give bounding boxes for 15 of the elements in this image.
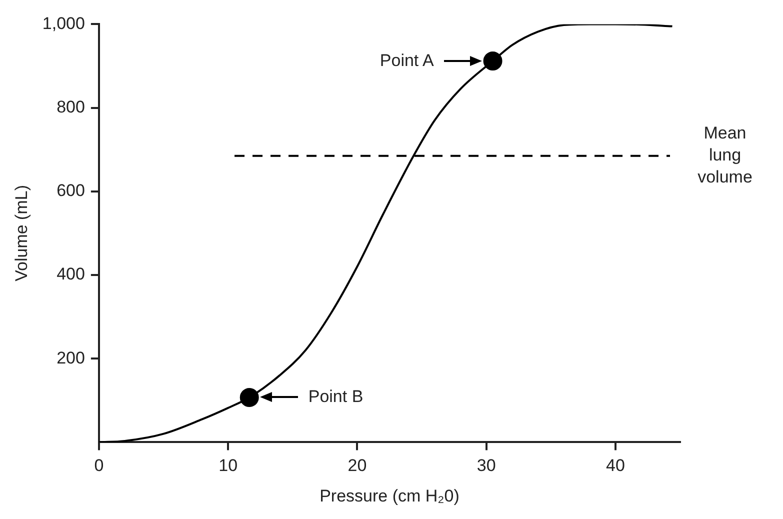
y-tick-label: 200 (56, 348, 85, 368)
y-tick-label: 1,000 (42, 14, 85, 33)
y-tick-label: 800 (56, 97, 85, 116)
x-axis-title: Pressure (cm H₂0) (320, 486, 460, 506)
y-tick-label: 600 (56, 181, 85, 200)
y-axis-title: Volume (mL) (12, 185, 31, 282)
x-tick-label: 0 (94, 456, 104, 476)
annotation: Point A (380, 50, 434, 72)
annotation: Point B (308, 386, 364, 408)
ref-line-label: Mean lung volume (698, 124, 752, 187)
y-tick-label: 400 (56, 264, 85, 284)
x-tick-label: 40 (606, 456, 625, 476)
x-tick-label: 20 (348, 456, 367, 476)
x-tick-label: 30 (476, 456, 496, 476)
x-tick-label: 10 (218, 456, 238, 476)
